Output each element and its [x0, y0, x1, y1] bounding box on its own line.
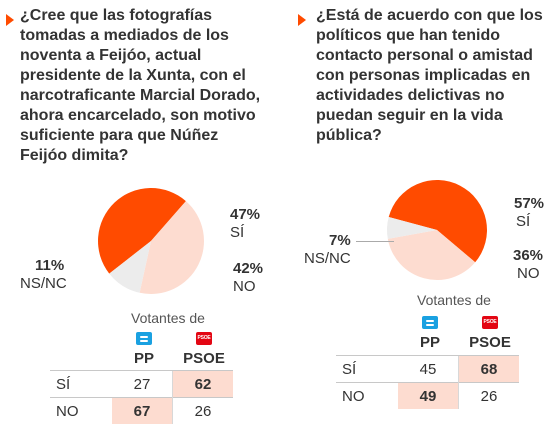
table-cell: 49 [398, 382, 459, 409]
row-label: SÍ [336, 355, 398, 383]
party-pp: PP [419, 334, 440, 351]
pie-slice-s [388, 180, 487, 263]
table-cell: 62 [172, 370, 233, 398]
survey-panel-feijoo: ¿Cree que las fotografías tomadas a medi… [6, 7, 264, 424]
question-text: ¿Cree que las fotografías tomadas a medi… [20, 7, 261, 164]
voters-title: Votantes de [131, 310, 205, 326]
table-cell: 26 [172, 397, 233, 424]
pie-label-si: SÍ [516, 213, 531, 230]
pie-label-no-pct: 36% [513, 247, 544, 264]
pie-slice-no [387, 230, 476, 280]
table-row: NO 67 26 [50, 397, 233, 424]
pie-slice-nsnc [386, 217, 437, 239]
pie-label-si: SÍ [230, 224, 245, 241]
table-cell: 67 [112, 397, 173, 424]
pie-label-si-pct: 47% [230, 206, 261, 223]
table-row: SÍ 45 68 [336, 355, 519, 383]
pie-label-no-pct: 42% [233, 260, 264, 277]
pie-label-nsnc-pct: 11% [35, 257, 65, 274]
pie-label-nsnc-pct: 7% [329, 232, 351, 249]
party-psoe: PSOE [183, 350, 225, 367]
psoe-logo-icon: PSOE [482, 316, 498, 329]
triangle-right-icon [6, 14, 14, 26]
voters-title: Votantes de [417, 292, 491, 308]
table-cell: 68 [458, 355, 519, 383]
pie-label-nsnc: NS/NC [20, 275, 67, 292]
pie-chart [386, 180, 487, 280]
pp-logo-icon [136, 332, 152, 345]
survey-panel-politicians: ¿Está de acuerdo con que los políticos q… [280, 0, 560, 443]
pp-logo-icon [422, 316, 438, 329]
table-row: SÍ 27 62 [50, 370, 233, 398]
pie-slice-no [139, 201, 204, 294]
nsnc-leader-line [356, 241, 394, 242]
party-pp: PP [133, 350, 154, 367]
pie-chart [98, 188, 204, 294]
table-cell: 27 [112, 370, 173, 398]
question-text: ¿Está de acuerdo con que los políticos q… [316, 7, 543, 144]
table-row: NO 49 26 [336, 382, 519, 409]
psoe-logo-icon: PSOE [196, 332, 212, 345]
triangle-right-icon [298, 14, 306, 26]
pie-slice-nsnc [109, 241, 151, 293]
voters-table: SÍ 45 68 NO 49 26 [336, 355, 519, 409]
voters-table: SÍ 27 62 NO 67 26 [50, 370, 233, 424]
party-psoe: PSOE [469, 334, 511, 351]
row-label: NO [336, 382, 398, 409]
pie-label-no: NO [517, 265, 540, 282]
pie-label-no: NO [233, 278, 256, 295]
row-label: NO [50, 397, 112, 424]
pie-label-si-pct: 57% [514, 195, 545, 212]
row-label: SÍ [50, 370, 112, 398]
pie-label-nsnc: NS/NC [304, 250, 351, 267]
table-cell: 26 [458, 382, 519, 409]
pie-slice-s [98, 188, 186, 274]
table-cell: 45 [398, 355, 459, 383]
